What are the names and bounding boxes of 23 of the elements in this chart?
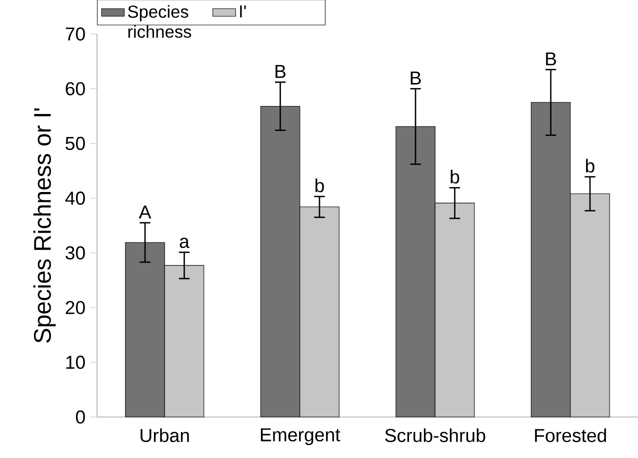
annotation: a bbox=[180, 238, 190, 248]
y-axis-title: Species Richness or I' bbox=[33, 108, 56, 343]
x-tick-label: Forested bbox=[535, 428, 606, 442]
legend-label: Species richness bbox=[128, 5, 192, 38]
annotation: b bbox=[316, 178, 324, 192]
y-tick-label: 40 bbox=[65, 192, 85, 205]
y-tick-label: 30 bbox=[66, 246, 85, 260]
annotation: b bbox=[586, 158, 594, 173]
annotation: B bbox=[410, 72, 421, 84]
y-tick-label: 10 bbox=[66, 356, 85, 369]
y-tick-label: 50 bbox=[66, 136, 85, 150]
annotation: B bbox=[546, 52, 556, 66]
y-tick-label: 70 bbox=[66, 27, 85, 41]
annotation: B bbox=[276, 65, 286, 78]
x-tick-label: Emergent bbox=[260, 428, 340, 446]
y-tick-label: 60 bbox=[66, 82, 85, 96]
y-tick-label: 0 bbox=[76, 410, 85, 424]
x-tick-label: Urban bbox=[140, 428, 189, 442]
annotation: b bbox=[450, 170, 460, 184]
x-tick-label: Scrub-shrub bbox=[385, 428, 486, 442]
annotation: A bbox=[138, 206, 152, 218]
legend-label: I' bbox=[240, 5, 246, 18]
y-tick-label: 20 bbox=[66, 300, 85, 314]
